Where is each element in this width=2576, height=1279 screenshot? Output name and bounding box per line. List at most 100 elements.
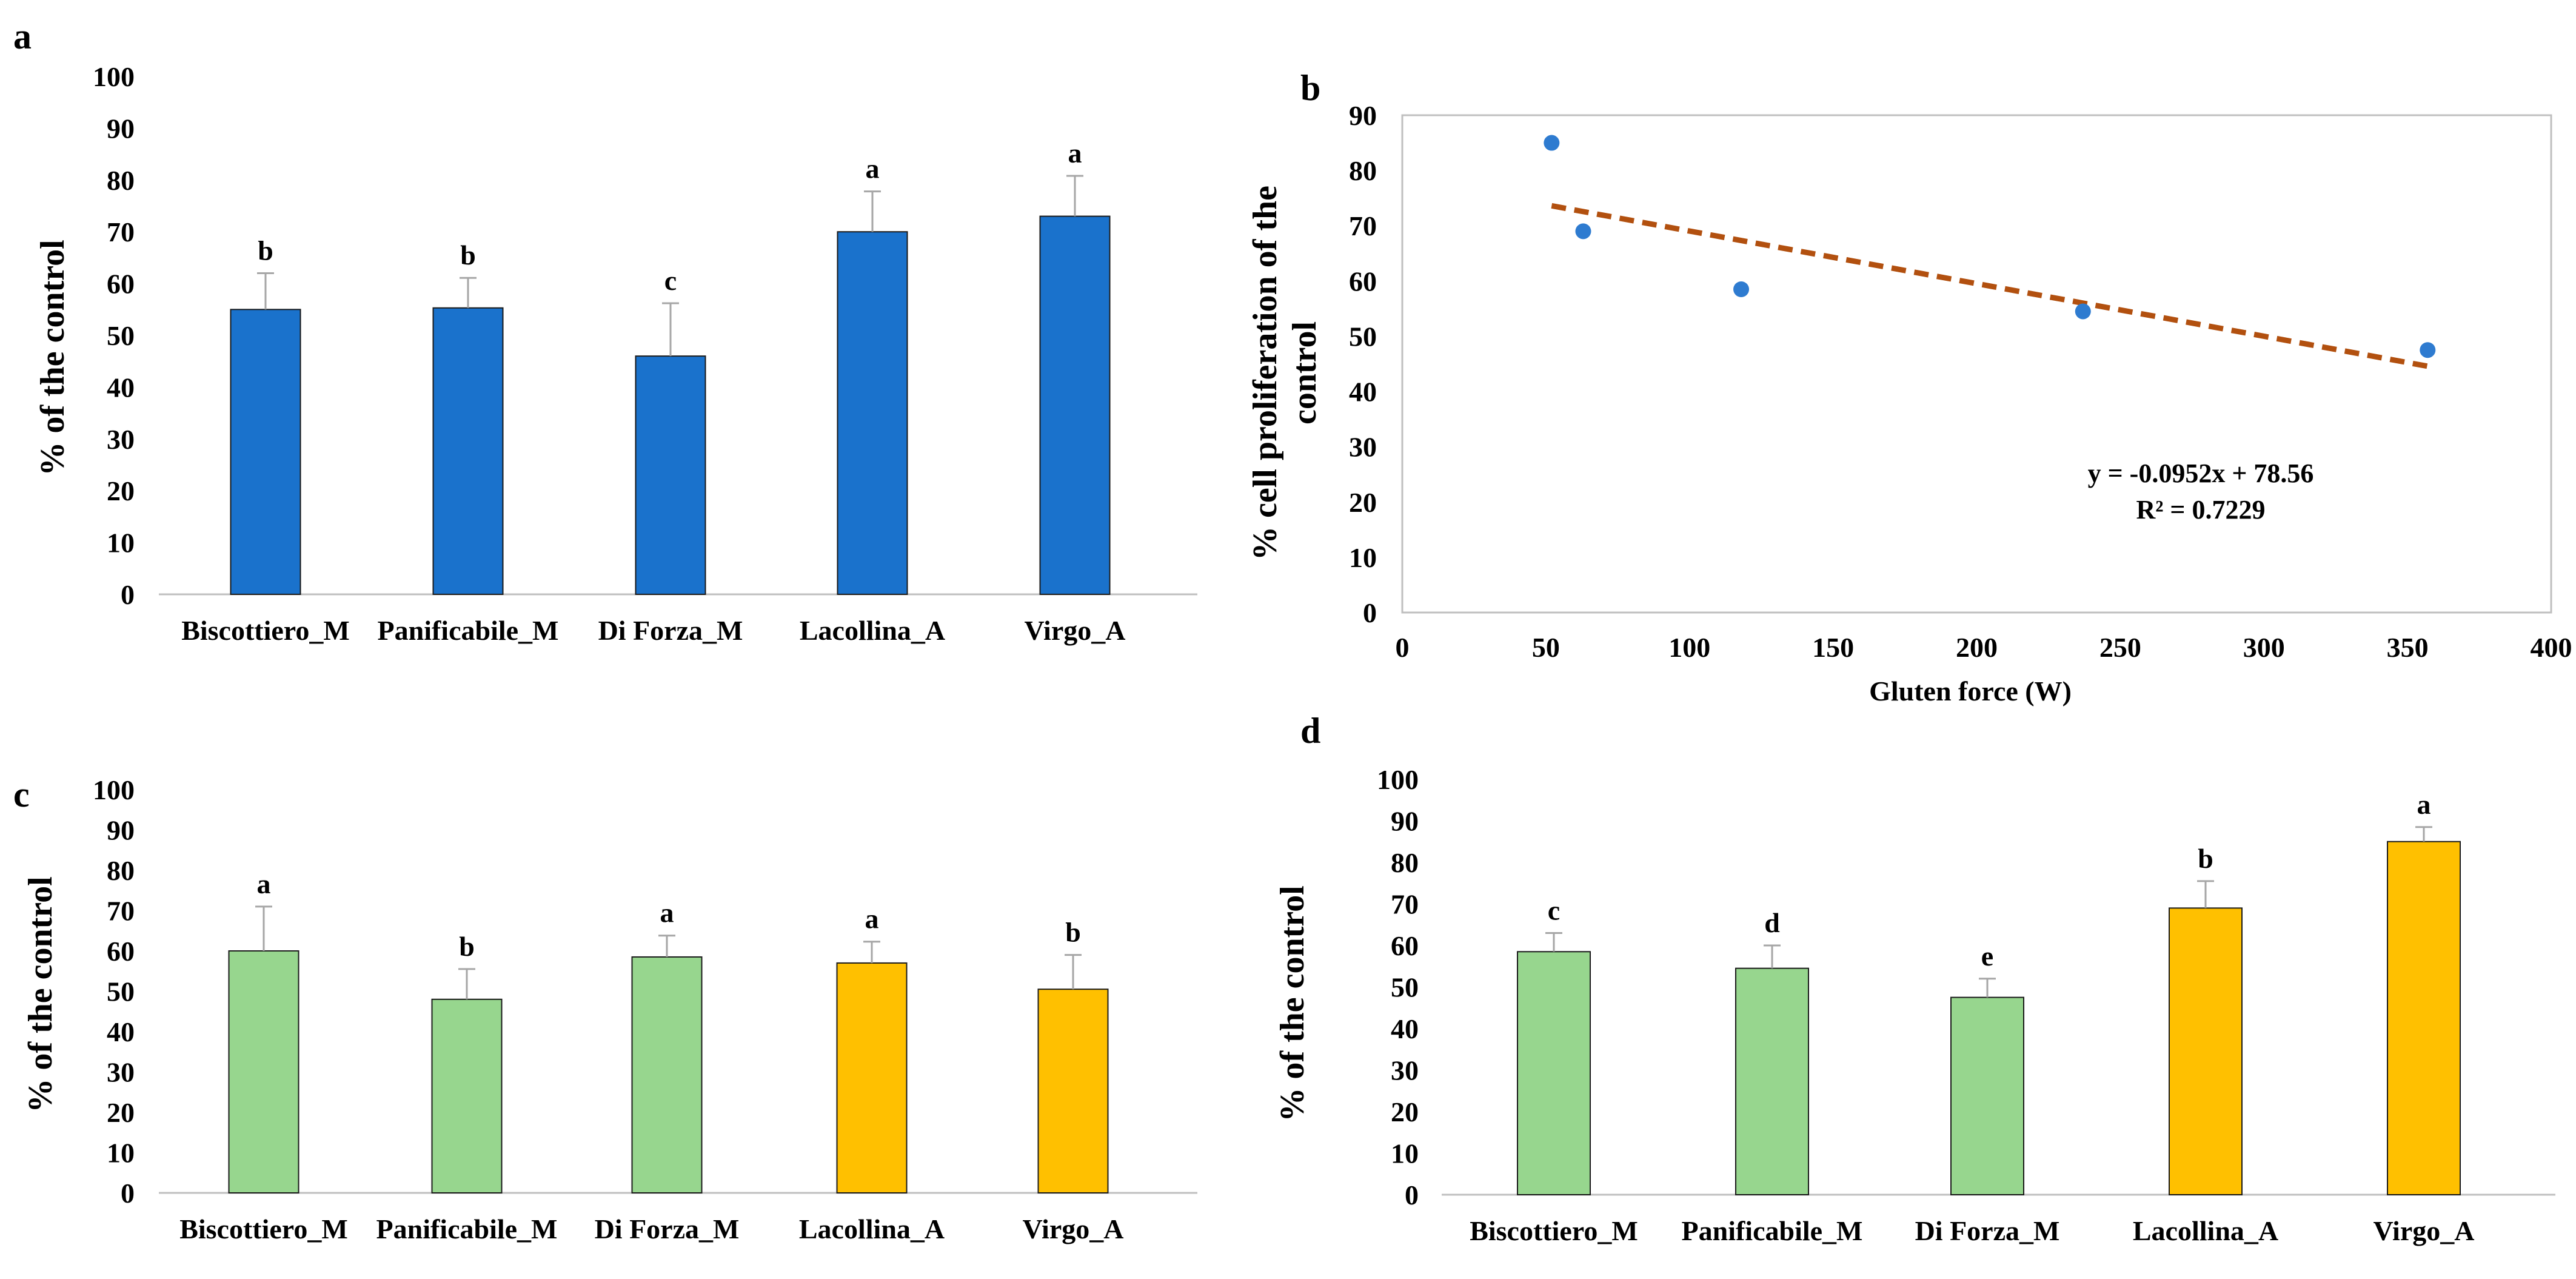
y-tick-label: 20 [1349, 487, 1377, 518]
x-tick-label: 150 [1812, 632, 1854, 663]
y-tick-label: 100 [1377, 764, 1419, 795]
panel-b-ylabel-line2: control [1286, 321, 1323, 425]
data-point [1733, 281, 1750, 297]
y-tick-label: 40 [107, 1016, 135, 1047]
bar [631, 956, 703, 1193]
x-tick-label: Virgo_A [1025, 615, 1126, 646]
x-tick-label: 250 [2099, 632, 2141, 663]
significance-letter: b [258, 235, 273, 266]
panel-c-plot: 0 10 20 30 40 50 60 70 80 90 100 a Biscottiero_M b Pan… [93, 774, 1197, 1244]
bar [1037, 989, 1109, 1194]
bar [837, 231, 908, 595]
panel-a: a % of the control 0 10 20 30 40 50 60 70 80 90 10… [13, 16, 1197, 646]
y-tick-label: 20 [1391, 1096, 1419, 1127]
x-tick-label: Biscottiero_M [181, 615, 350, 646]
y-tick-label: 60 [107, 269, 135, 300]
panel-c-label: c [13, 774, 30, 814]
y-tick-label: 30 [1391, 1055, 1419, 1086]
significance-letter: b [1065, 917, 1081, 948]
y-tick-label: 10 [1349, 542, 1377, 573]
y-tick-label: 80 [107, 165, 135, 196]
x-tick-label: Lacollina_A [2133, 1215, 2278, 1246]
significance-letter: e [1981, 941, 1993, 972]
y-tick-label: 40 [107, 372, 135, 403]
panel-c: c % of the control 0 10 20 30 40 50 60 70 80 90 10… [13, 774, 1197, 1244]
bar [635, 355, 706, 595]
y-tick-label: 80 [1349, 155, 1377, 186]
panel-b: b % cell proliferation of the control Gl… [1246, 68, 2572, 707]
y-tick-label: 40 [1349, 377, 1377, 408]
x-tick-label: Di Forza_M [1915, 1215, 2060, 1246]
panel-b-r-squared: R² = 0.7229 [2136, 495, 2265, 525]
x-tick-label: 350 [2387, 632, 2429, 663]
x-tick-label: Biscottiero_M [1470, 1215, 1638, 1246]
y-tick-label: 0 [121, 1178, 135, 1209]
y-tick-label: 60 [107, 936, 135, 967]
significance-letter: a [865, 904, 879, 935]
y-tick-label: 0 [1363, 597, 1377, 628]
x-tick-label: Biscottiero_M [179, 1214, 348, 1244]
panel-b-ylabel-line1: % cell proliferation of the [1246, 186, 1284, 560]
y-tick-label: 10 [107, 528, 135, 559]
trendline [1551, 203, 2429, 369]
y-tick-label: 50 [107, 320, 135, 351]
x-tick-label: 300 [2243, 632, 2285, 663]
x-tick-label: 0 [1396, 632, 1410, 663]
panel-a-ylabel: % of the control [34, 240, 72, 475]
plot-frame [1401, 114, 2552, 614]
x-tick-label: 100 [1668, 632, 1710, 663]
y-tick-label: 90 [107, 815, 135, 846]
bar [1039, 215, 1111, 595]
panel-a-plot: 0 10 20 30 40 50 60 70 80 90 100 b Biscottiero_M b Pan… [93, 61, 1197, 646]
panel-d-label: d [1300, 711, 1320, 751]
y-tick-label: 90 [107, 113, 135, 144]
panel-b-xlabel: Gluten force (W) [1869, 676, 2072, 707]
significance-letter: b [460, 240, 476, 270]
bar [2387, 841, 2461, 1195]
data-point [1544, 135, 1560, 151]
y-tick-label: 70 [107, 217, 135, 247]
x-tick-label: Panificabile_M [1682, 1215, 1863, 1246]
y-tick-label: 50 [1349, 321, 1377, 352]
y-tick-label: 90 [1349, 100, 1377, 131]
panel-b-label: b [1300, 68, 1320, 108]
bar [1735, 967, 1809, 1196]
y-tick-label: 70 [1349, 210, 1377, 241]
panel-b-plot: 0 10 20 30 40 50 60 70 80 90 0 50 100 150 200 250 300 350… [1349, 100, 2572, 663]
significance-letter: a [2417, 789, 2431, 820]
bar [228, 950, 299, 1193]
x-tick-label: 400 [2531, 632, 2572, 663]
panel-a-label: a [13, 16, 32, 56]
panel-b-equation: y = -0.0952x + 78.56 [2088, 458, 2314, 488]
significance-letter: a [1068, 138, 1082, 169]
x-tick-label: Di Forza_M [598, 615, 743, 646]
y-tick-label: 40 [1391, 1013, 1419, 1044]
bar [1517, 951, 1591, 1196]
bar [836, 962, 908, 1193]
y-tick-label: 30 [107, 424, 135, 455]
y-tick-label: 50 [1391, 972, 1419, 1003]
data-point [2420, 342, 2436, 358]
significance-letter: d [1764, 907, 1780, 938]
significance-letter: b [459, 931, 475, 962]
significance-letter: b [2198, 843, 2213, 874]
y-tick-label: 80 [107, 855, 135, 886]
x-tick-label: Di Forza_M [595, 1214, 740, 1244]
y-tick-label: 50 [107, 976, 135, 1007]
panel-d-ylabel: % of the control [1274, 885, 1311, 1121]
bar [230, 309, 301, 595]
significance-letter: c [1548, 895, 1560, 925]
y-tick-label: 80 [1391, 847, 1419, 878]
panel-c-ylabel: % of the control [22, 876, 59, 1112]
y-tick-label: 20 [107, 475, 135, 506]
significance-letter: a [257, 868, 271, 899]
bar [431, 998, 503, 1194]
y-tick-label: 70 [1391, 889, 1419, 920]
bar [2169, 907, 2243, 1195]
significance-letter: c [664, 265, 677, 296]
y-tick-label: 90 [1391, 806, 1419, 837]
y-tick-label: 0 [121, 579, 135, 610]
y-tick-label: 10 [1391, 1138, 1419, 1169]
x-tick-label: 50 [1532, 632, 1560, 663]
